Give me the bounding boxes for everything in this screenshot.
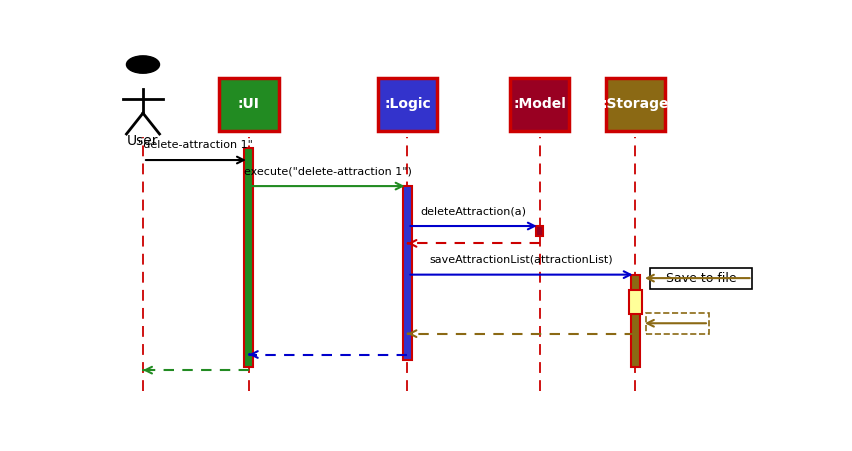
Bar — [377, 78, 437, 130]
Circle shape — [126, 56, 159, 73]
Bar — [402, 186, 412, 360]
Text: User: User — [127, 134, 158, 148]
Text: execute("delete-attraction 1"): execute("delete-attraction 1") — [244, 166, 412, 176]
Bar — [645, 313, 708, 334]
Text: saveAttractionList(attractionList): saveAttractionList(attractionList) — [429, 255, 613, 265]
Bar — [630, 275, 639, 367]
Text: :Model: :Model — [513, 97, 566, 111]
Bar — [535, 226, 543, 236]
Bar — [605, 78, 665, 130]
Text: :Storage: :Storage — [601, 97, 669, 111]
Text: "delete-attraction 1": "delete-attraction 1" — [138, 140, 253, 150]
Text: deleteAttraction(a): deleteAttraction(a) — [420, 206, 526, 216]
Text: :Logic: :Logic — [383, 97, 430, 111]
Bar — [244, 148, 253, 367]
Bar — [219, 78, 278, 130]
Text: :UI: :UI — [238, 97, 259, 111]
Bar — [649, 268, 751, 289]
Text: Save to file: Save to file — [665, 272, 736, 285]
Bar — [509, 78, 569, 130]
Bar — [628, 290, 642, 313]
